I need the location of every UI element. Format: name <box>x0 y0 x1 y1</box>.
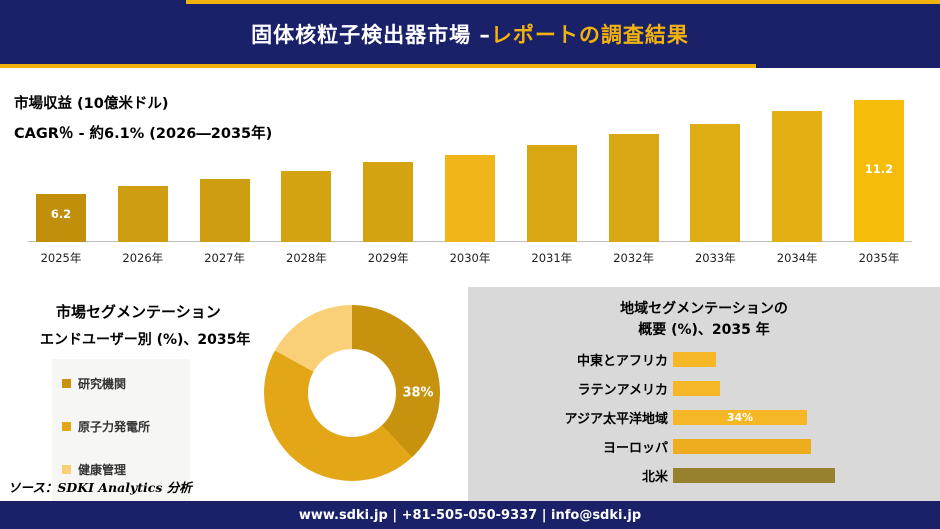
legend-item: 健康管理 <box>62 461 180 478</box>
revenue-metric-label: 市場収益 (10億米ドル) <box>14 96 169 112</box>
region-label: 北米 <box>641 470 668 485</box>
x-axis-label: 2030年 <box>449 251 491 265</box>
revenue-bar-2030年 <box>444 155 495 242</box>
donut-legend: 研究機関 原子力発電所 健康管理 <box>52 359 190 506</box>
revenue-bar-2029年 <box>363 162 414 242</box>
legend-swatch <box>62 465 71 474</box>
x-axis-label: 2034年 <box>776 251 818 265</box>
legend-item: 原子力発電所 <box>62 418 180 435</box>
x-axis-label: 2031年 <box>531 251 573 265</box>
donut-value-label: 38% <box>402 385 434 401</box>
bar-column: 11.2 2035年 <box>853 92 904 265</box>
x-axis-label: 2026年 <box>122 251 164 265</box>
region-label: 中東とアフリカ <box>576 354 668 369</box>
x-axis-label: 2032年 <box>613 251 654 265</box>
region-row: ラテンアメリカ <box>468 374 920 403</box>
x-axis-label: 2025年 <box>40 251 82 265</box>
segmentation-title: 市場セグメンテーション <box>56 303 221 321</box>
bar-column: 2026年 <box>117 92 168 265</box>
revenue-bar-2031年 <box>526 145 577 242</box>
region-bar-2 <box>673 381 720 396</box>
region-bar-value-label: 34% <box>726 411 754 424</box>
revenue-bar-2033年 <box>690 124 741 242</box>
x-axis-label: 2027年 <box>204 251 245 265</box>
donut-chart: 38% <box>264 305 440 481</box>
bar-column: 2033年 <box>690 92 741 265</box>
regional-panel: 地域セグメンテーションの 概要 (%)、2035 年 中東とアフリカ ラテンアメリ… <box>468 287 940 501</box>
segmentation-subtitle: エンドユーザー別 (%)、2035年 <box>40 332 251 348</box>
x-axis-label: 2035年 <box>858 251 900 265</box>
bar-column: 2027年 <box>199 92 250 265</box>
revenue-bar-2026年 <box>117 186 168 242</box>
region-row: 北米 <box>468 461 920 490</box>
revenue-bar-chart: 6.2 2025年 2026年 2027年 2028年 2029年 2030年 2031年 20… <box>36 92 904 265</box>
regional-title: 地域セグメンテーションの 概要 (%)、2035 年 <box>468 299 940 341</box>
page-title-main: 固体核粒子検出器市場 – <box>251 23 491 47</box>
revenue-bar-2027年 <box>199 179 250 242</box>
bar-column: 2034年 <box>772 92 823 265</box>
legend-label: 原子力発電所 <box>78 420 151 434</box>
region-label: ラテンアメリカ <box>577 383 668 398</box>
region-row: ヨーロッパ <box>468 432 920 461</box>
footer-bar: www.sdki.jp | +81-505-050-9337 | info@sd… <box>0 501 940 529</box>
regional-title-line2: 概要 (%)、2035 年 <box>638 322 770 338</box>
legend-swatch <box>62 379 71 388</box>
revenue-bar-2025年: 6.2 <box>36 194 86 242</box>
source-note: ソース：SDKI Analytics 分析 <box>8 480 192 495</box>
bar-value-label: 11.2 <box>864 162 894 176</box>
bar-column: 2030年 <box>444 92 495 265</box>
legend-label: 研究機関 <box>78 377 127 391</box>
bar-column: 2032年 <box>608 92 659 265</box>
region-row: アジア太平洋地域 34% <box>468 403 920 432</box>
region-bar-4 <box>673 439 811 454</box>
bar-column: 2028年 <box>281 92 332 265</box>
legend-item: 研究機関 <box>62 375 180 392</box>
legend-label: 健康管理 <box>78 463 127 477</box>
revenue-bar-2034年 <box>772 111 823 242</box>
revenue-bar-2028年 <box>281 171 332 242</box>
region-bar-5 <box>673 468 835 483</box>
bar-column: 6.2 2025年 <box>36 92 86 265</box>
segmentation-panel: 市場セグメンテーション エンドユーザー別 (%)、2035年 研究機関 原子力発… <box>0 287 468 506</box>
gold-accent-line-bottom <box>0 64 756 68</box>
region-row: 中東とアフリカ <box>468 345 920 374</box>
region-bar-3: 34% <box>673 410 807 425</box>
x-axis-label: 2029年 <box>367 251 409 265</box>
revenue-chart-section: 市場収益 (10億米ドル) CAGR％ - 約6.1% (2026―2035年)… <box>0 68 940 287</box>
region-bar-1 <box>673 352 716 367</box>
bar-column: 2029年 <box>363 92 414 265</box>
bar-column: 2031年 <box>526 92 577 265</box>
bottom-section: 市場セグメンテーション エンドユーザー別 (%)、2035年 研究機関 原子力発… <box>0 287 940 506</box>
page-title-accent: レポートの調査結果 <box>490 23 689 47</box>
page-title: 固体核粒子検出器市場 –レポートの調査結果 <box>251 19 689 49</box>
x-axis-label: 2033年 <box>694 251 736 265</box>
gold-accent-line-top <box>186 0 940 4</box>
regional-title-line1: 地域セグメンテーションの <box>620 301 788 317</box>
revenue-bar-2032年 <box>608 134 659 242</box>
revenue-bar-2035年: 11.2 <box>853 100 904 242</box>
footer-contact-text: www.sdki.jp | +81-505-050-9337 | info@sd… <box>298 507 642 523</box>
header-banner: 固体核粒子検出器市場 –レポートの調査結果 <box>0 0 940 68</box>
regional-bar-chart: 中東とアフリカ ラテンアメリカアジア太平洋地域 34% ヨーロッパ北米 <box>468 345 920 490</box>
region-label: アジア太平洋地域 <box>564 412 668 427</box>
region-label: ヨーロッパ <box>602 441 668 456</box>
bar-value-label: 6.2 <box>50 207 72 221</box>
legend-swatch <box>62 422 71 431</box>
cagr-label: CAGR％ - 約6.1% (2026―2035年) <box>14 126 273 142</box>
x-axis-label: 2028年 <box>286 251 327 265</box>
